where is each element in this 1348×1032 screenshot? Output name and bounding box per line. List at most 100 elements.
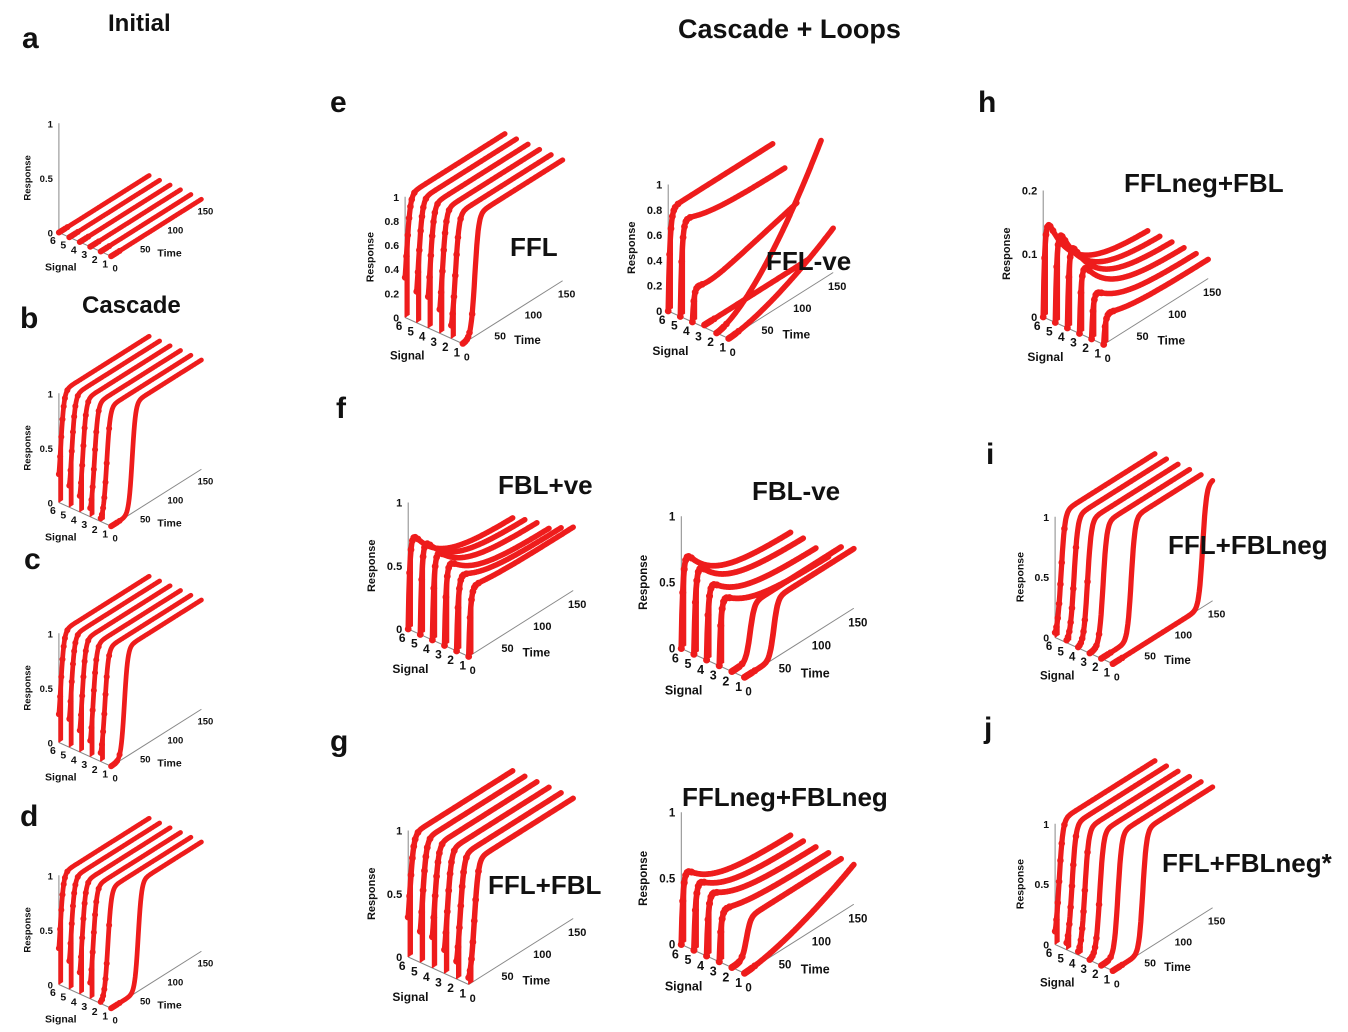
marker xyxy=(718,324,726,332)
marker xyxy=(475,867,482,875)
y-tick-label: 0.5 xyxy=(40,444,54,455)
y-tick-label: 0 xyxy=(393,313,399,325)
marker xyxy=(735,327,742,335)
marker xyxy=(74,631,81,638)
marker xyxy=(721,595,729,603)
marker xyxy=(406,569,414,577)
series-line xyxy=(77,583,173,733)
signal-tick-label: 3 xyxy=(1081,964,1087,976)
marker xyxy=(422,195,430,202)
marker xyxy=(407,871,415,879)
marker xyxy=(465,653,473,660)
marker xyxy=(80,673,87,680)
marker xyxy=(93,898,100,905)
marker xyxy=(80,915,87,922)
marker xyxy=(435,849,443,857)
time-tick-label: 50 xyxy=(140,514,151,525)
time-tick-label: 100 xyxy=(525,310,543,322)
marker xyxy=(1055,600,1063,607)
series-line xyxy=(716,850,832,965)
marker xyxy=(414,535,422,543)
marker xyxy=(698,280,706,288)
series-signal-1 xyxy=(1109,784,1216,975)
marker xyxy=(81,658,88,665)
y-tick-label: 0.5 xyxy=(40,926,54,937)
series-line xyxy=(729,855,844,971)
marker xyxy=(416,246,423,254)
marker xyxy=(430,914,438,921)
series-line xyxy=(1098,779,1204,969)
marker xyxy=(88,724,95,731)
time-tick-label: 0 xyxy=(745,983,751,995)
time-axis-label: Time xyxy=(801,962,830,976)
series-signal-4 xyxy=(76,825,173,994)
series-line xyxy=(725,225,836,342)
signal-tick-label: 3 xyxy=(1070,336,1077,350)
marker xyxy=(738,660,746,668)
marker xyxy=(1042,231,1050,239)
marker xyxy=(81,900,88,907)
signal-tick-label: 6 xyxy=(672,651,679,665)
series-line xyxy=(665,141,776,314)
marker xyxy=(428,232,436,240)
marker xyxy=(468,955,475,963)
signal-tick-label: 4 xyxy=(423,642,430,656)
marker xyxy=(59,656,66,663)
marker xyxy=(76,492,83,499)
signal-axis-label: Signal xyxy=(390,351,425,363)
series-line xyxy=(66,338,162,488)
marker xyxy=(419,886,427,894)
marker xyxy=(61,635,68,642)
marker xyxy=(679,588,687,597)
marker xyxy=(1091,944,1099,951)
marker xyxy=(68,678,75,685)
marker xyxy=(455,924,463,931)
y-tick-label: 0 xyxy=(1043,633,1049,645)
signal-tick-label: 4 xyxy=(419,332,426,344)
marker xyxy=(1061,525,1068,533)
signal-tick-label: 3 xyxy=(710,669,717,683)
y-tick-label: 0 xyxy=(1043,940,1049,952)
marker xyxy=(725,594,733,602)
series-line xyxy=(678,832,794,948)
marker xyxy=(460,868,467,876)
marker xyxy=(686,214,694,221)
series-signal-3 xyxy=(715,553,832,670)
series-line xyxy=(56,815,152,951)
series-signal-1 xyxy=(1100,256,1211,348)
marker xyxy=(439,267,446,275)
signal-axis-line xyxy=(404,317,464,345)
marker xyxy=(90,466,97,473)
marker xyxy=(751,962,759,970)
time-tick-label: 50 xyxy=(140,244,151,255)
series-signal-4 xyxy=(76,583,173,752)
marker xyxy=(74,873,81,880)
marker xyxy=(66,957,73,964)
series-line xyxy=(701,256,812,328)
marker xyxy=(112,759,119,766)
marker xyxy=(61,395,68,402)
y-tick-label: 1 xyxy=(656,180,662,192)
marker xyxy=(102,691,109,698)
time-tick-label: 100 xyxy=(1175,630,1193,642)
marker xyxy=(95,238,102,245)
marker xyxy=(101,494,108,501)
marker xyxy=(1084,848,1091,856)
marker xyxy=(414,829,422,836)
series-signal-6 xyxy=(55,573,152,743)
marker xyxy=(77,953,85,961)
marker xyxy=(450,560,458,567)
marker xyxy=(1097,289,1105,297)
marker xyxy=(64,627,71,634)
marker xyxy=(1054,899,1062,907)
signal-tick-label: 2 xyxy=(92,524,98,536)
marker xyxy=(676,313,684,320)
signal-tick-label: 3 xyxy=(435,648,442,662)
marker xyxy=(98,741,105,748)
series-signal-4 xyxy=(688,200,800,326)
series-signal-4 xyxy=(1074,768,1181,955)
